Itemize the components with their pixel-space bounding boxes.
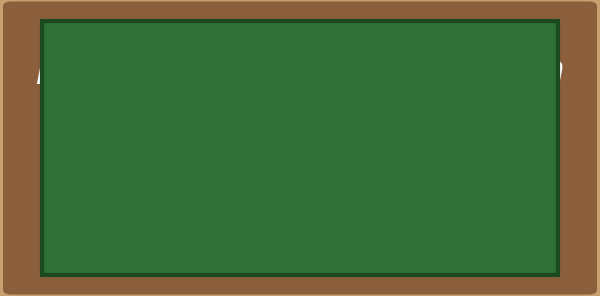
- Text: nitrate $\mathit{[Ca(NO_3)_2]}$ is: nitrate $\mathit{[Ca(NO_3)_2]}$ is: [74, 126, 526, 170]
- Ellipse shape: [442, 218, 551, 287]
- Polygon shape: [431, 213, 463, 227]
- Text: 164.086 g/mol: 164.086 g/mol: [96, 208, 431, 250]
- Ellipse shape: [431, 207, 489, 232]
- Ellipse shape: [421, 219, 457, 244]
- Text: Molar mass of Calcium: Molar mass of Calcium: [35, 51, 565, 93]
- Ellipse shape: [487, 194, 531, 226]
- Ellipse shape: [470, 192, 517, 222]
- Ellipse shape: [452, 195, 503, 223]
